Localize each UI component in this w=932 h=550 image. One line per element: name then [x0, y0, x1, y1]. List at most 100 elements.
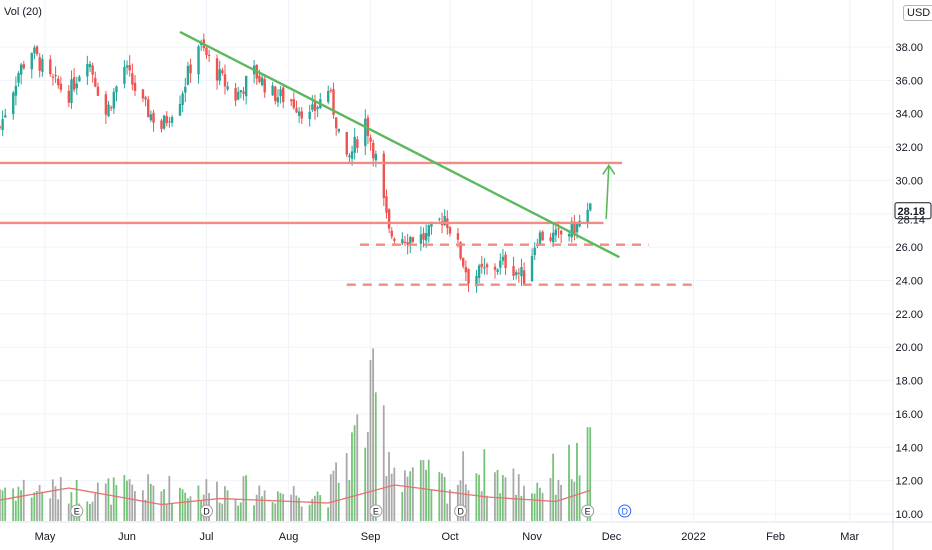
- candle-body: [19, 64, 23, 75]
- volume-bar: [419, 460, 422, 521]
- volume-bar: [165, 503, 168, 521]
- trendline: [179, 30, 620, 259]
- candle-body: [464, 266, 468, 273]
- candle-body: [353, 136, 356, 153]
- volume-bar: [75, 480, 78, 521]
- candle-body: [308, 111, 311, 120]
- candle-body: [12, 92, 15, 115]
- indicator-label[interactable]: Vol (20): [4, 6, 42, 18]
- volume-bar: [49, 498, 52, 521]
- y-tick-label: 10.00: [895, 509, 923, 521]
- candle-body: [427, 225, 431, 237]
- volume-bar: [456, 484, 459, 521]
- volume-bar: [314, 495, 316, 521]
- candle-body: [334, 117, 338, 129]
- volume-bar: [144, 499, 147, 521]
- candle-body: [218, 69, 221, 81]
- volume-bar: [221, 503, 224, 521]
- candle-body: [160, 120, 163, 129]
- candle-body: [570, 221, 573, 238]
- y-tick-label: 26.00: [895, 242, 923, 254]
- volume-bar: [224, 486, 226, 521]
- x-tick-label: Oct: [441, 531, 458, 543]
- volume-bar: [385, 475, 388, 521]
- y-tick-label: 36.00: [895, 75, 923, 87]
- candle-body: [237, 91, 240, 100]
- candle-body: [430, 222, 433, 227]
- candle-body: [57, 78, 60, 86]
- volume-bar: [422, 459, 425, 521]
- volume-bar: [353, 425, 356, 521]
- earnings-marker-icon: [369, 504, 383, 518]
- volume-bar: [134, 491, 136, 521]
- candle-body: [41, 59, 44, 72]
- volume-bar: [517, 474, 520, 521]
- volume-bar: [568, 444, 570, 521]
- volume-bar: [234, 498, 237, 521]
- candle-body: [49, 59, 52, 75]
- volume-bar: [271, 502, 274, 521]
- candle-body: [165, 116, 168, 124]
- volume-bar: [549, 478, 552, 521]
- y-tick-label: 20.00: [895, 342, 923, 354]
- volume-bar: [181, 489, 184, 521]
- candle-body: [485, 264, 489, 268]
- candle-body: [263, 79, 266, 93]
- last-price-label: 28.18: [897, 206, 925, 218]
- candle-body: [189, 64, 192, 74]
- volume-bar: [36, 490, 38, 521]
- volume-bar: [520, 495, 523, 521]
- volume-bar: [369, 360, 372, 521]
- candle-body: [477, 265, 481, 279]
- candle-body: [128, 65, 131, 71]
- dividend-marker-icon: [618, 504, 632, 518]
- candle-body: [88, 63, 92, 68]
- volume-bar: [586, 427, 589, 521]
- volume-bar: [70, 492, 73, 521]
- candle-body: [459, 242, 462, 259]
- volume-bar: [4, 487, 7, 521]
- x-tick-label: Dec: [602, 531, 622, 543]
- y-tick-label: 22.00: [895, 309, 923, 321]
- volume-bar: [110, 504, 112, 521]
- volume-bar: [197, 485, 200, 521]
- y-tick-label: 38.00: [895, 42, 923, 54]
- candle-body: [467, 269, 470, 284]
- candle-body: [372, 142, 375, 159]
- candle-body: [332, 89, 335, 115]
- volume-bar: [459, 480, 462, 521]
- volume-bar: [332, 470, 335, 521]
- volume-bar: [112, 477, 115, 521]
- currency-badge[interactable]: USD: [903, 5, 932, 21]
- candle-body: [289, 99, 293, 102]
- volume-bar: [327, 507, 330, 521]
- volume-bar: [560, 484, 562, 521]
- volume-bar: [504, 477, 507, 521]
- candle-body: [567, 233, 571, 237]
- candle-body: [54, 74, 57, 76]
- candle-body: [35, 46, 39, 55]
- candle-body: [475, 275, 478, 287]
- volume-bar: [464, 484, 467, 521]
- earnings-marker-icon: [581, 504, 595, 518]
- volume-bar: [372, 348, 375, 521]
- candle-body: [329, 90, 333, 92]
- volume-bar: [216, 481, 218, 521]
- candle-body: [33, 47, 36, 54]
- event-marker-label: E: [373, 507, 379, 517]
- y-tick-label: 34.00: [895, 109, 923, 121]
- volume-bar: [126, 480, 128, 521]
- volume-bar: [41, 491, 44, 521]
- candle-body: [86, 64, 89, 77]
- candle-body: [554, 229, 558, 236]
- x-tick-label: Aug: [279, 531, 299, 543]
- volume-bar: [184, 492, 187, 521]
- candle-body: [549, 237, 552, 241]
- candle-body: [448, 227, 452, 234]
- volume-bar: [382, 405, 385, 521]
- candle-body: [30, 53, 33, 70]
- candle-body: [337, 128, 341, 132]
- volume-bar: [462, 451, 465, 521]
